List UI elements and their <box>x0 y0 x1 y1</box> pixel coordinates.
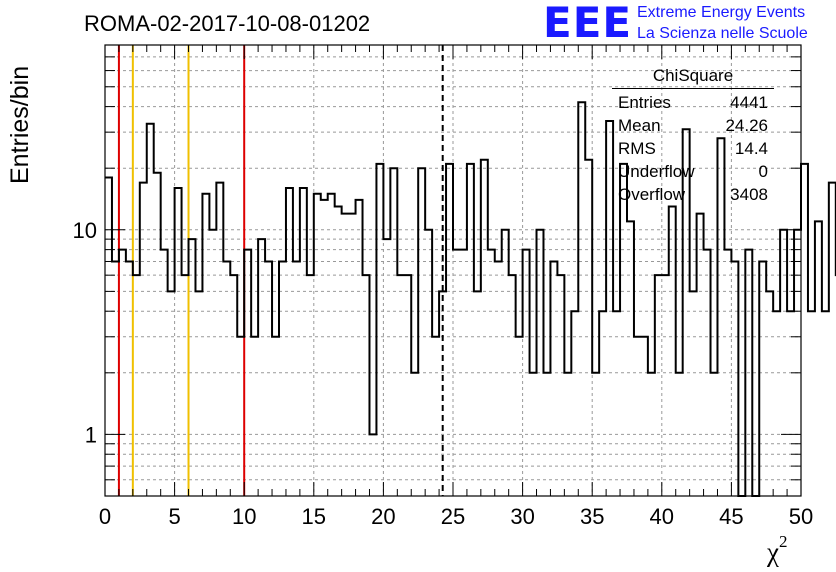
x-tick-label: 50 <box>789 504 813 529</box>
stat-row-mean: Mean 24.26 <box>612 114 774 137</box>
stat-label: Mean <box>618 116 661 135</box>
stat-row-entries: Entries 4441 <box>612 91 774 114</box>
x-tick-label: 45 <box>719 504 743 529</box>
stat-value: 0 <box>758 162 768 181</box>
y-tick-label: 1 <box>85 422 97 447</box>
x-axis-label: χ2 <box>767 532 788 567</box>
stat-label: Underflow <box>618 162 695 181</box>
x-tick-label: 5 <box>168 504 180 529</box>
stat-value: 24.26 <box>725 116 768 135</box>
stat-label: Overflow <box>618 185 686 204</box>
stat-label: Entries <box>618 93 671 112</box>
stat-value: 4441 <box>730 93 768 112</box>
x-tick-label: 15 <box>302 504 326 529</box>
x-tick-label: 35 <box>580 504 604 529</box>
stat-label: RMS <box>618 139 656 158</box>
y-axis-label: Entries/bin <box>6 65 34 184</box>
x-tick-label: 10 <box>232 504 256 529</box>
x-tick-label: 40 <box>650 504 674 529</box>
x-tick-label: 0 <box>99 504 111 529</box>
stats-title: ChiSquare <box>612 66 774 89</box>
stat-row-underflow: Underflow 0 <box>612 160 774 183</box>
chart-title: ROMA-02-2017-10-08-01202 <box>84 11 371 36</box>
eee-logo: EEE <box>543 0 633 47</box>
stat-value: 3408 <box>730 185 768 204</box>
x-tick-label: 20 <box>371 504 395 529</box>
axis-ticks <box>104 45 802 496</box>
stat-row-rms: RMS 14.4 <box>612 137 774 160</box>
stats-box: ChiSquare Entries 4441 Mean 24.26 RMS 14.4 … <box>612 66 774 206</box>
brand-line-1: Extreme Energy Events <box>637 4 806 21</box>
stat-value: 14.4 <box>734 139 768 158</box>
x-tick-label: 30 <box>510 504 534 529</box>
x-tick-label: 25 <box>441 504 465 529</box>
stat-row-overflow: Overflow 3408 <box>612 183 774 206</box>
brand-line-2: La Scienza nelle Scuole <box>637 25 808 42</box>
y-tick-label: 10 <box>73 218 97 243</box>
tick-labels: 0 5 10 15 20 25 30 35 40 45 50 1 10 <box>73 218 814 529</box>
